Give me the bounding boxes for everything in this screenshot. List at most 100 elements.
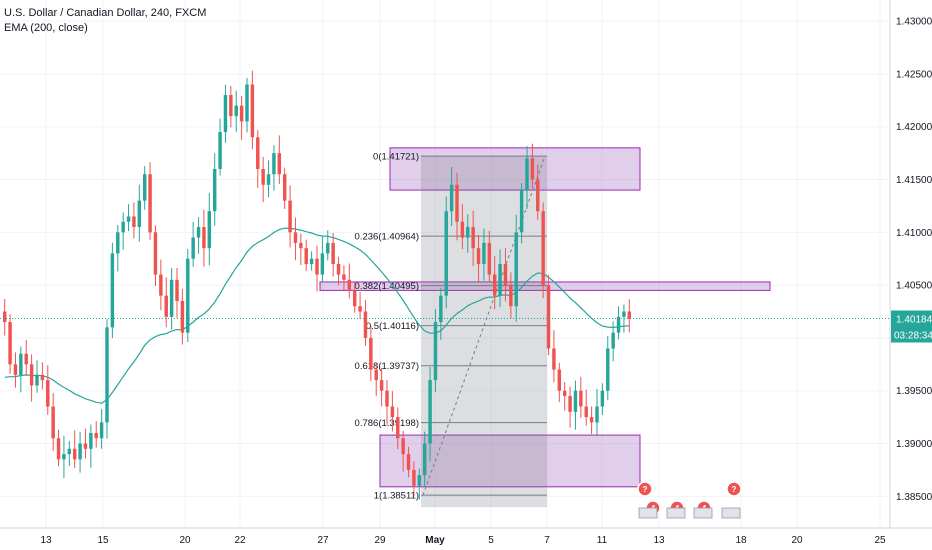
candle-body[interactable] <box>326 242 330 254</box>
candle-body[interactable] <box>622 311 626 317</box>
candle-body[interactable] <box>557 369 562 391</box>
candle-body[interactable] <box>417 475 422 486</box>
candle-body[interactable] <box>449 184 454 212</box>
candle-body[interactable] <box>121 221 125 233</box>
resistance-band[interactable] <box>319 281 771 291</box>
candle-body[interactable] <box>422 443 427 476</box>
candle-body[interactable] <box>35 374 39 386</box>
candle-body[interactable] <box>390 406 395 418</box>
candle-body[interactable] <box>541 211 545 286</box>
candle-body[interactable] <box>396 417 400 439</box>
candle-body[interactable] <box>309 258 314 264</box>
candle-body[interactable] <box>352 290 357 307</box>
candle-body[interactable] <box>584 406 588 418</box>
candle-body[interactable] <box>304 248 308 264</box>
candle-body[interactable] <box>207 211 212 249</box>
candle-body[interactable] <box>562 390 567 396</box>
candle-body[interactable] <box>164 295 168 317</box>
candle-body[interactable] <box>67 448 72 455</box>
candle-body[interactable] <box>132 216 136 228</box>
candle-body[interactable] <box>46 380 50 407</box>
candle-body[interactable] <box>51 406 55 439</box>
candle-body[interactable] <box>552 348 556 370</box>
candle-body[interactable] <box>530 158 535 180</box>
candle-body[interactable] <box>379 380 384 391</box>
candle-body[interactable] <box>331 242 335 264</box>
candle-body[interactable] <box>148 174 152 233</box>
candle-body[interactable] <box>525 158 529 191</box>
candle-body[interactable] <box>266 174 271 185</box>
candle-body[interactable] <box>137 200 142 228</box>
candle-body[interactable] <box>433 322 438 381</box>
candle-body[interactable] <box>299 242 303 249</box>
candle-body[interactable] <box>250 84 255 138</box>
candle-body[interactable] <box>347 279 352 291</box>
candle-body[interactable] <box>369 337 373 370</box>
candle-body[interactable] <box>589 417 594 423</box>
candle-body[interactable] <box>234 105 238 117</box>
candle-body[interactable] <box>519 190 524 233</box>
ema-200-line[interactable] <box>4 227 630 404</box>
candle-body[interactable] <box>29 364 34 386</box>
candle-body[interactable] <box>261 168 265 185</box>
candle-body[interactable] <box>191 237 195 259</box>
candle-body[interactable] <box>514 232 518 307</box>
event-marker[interactable] <box>637 481 653 497</box>
candle-body[interactable] <box>239 105 244 122</box>
candle-body[interactable] <box>223 95 228 132</box>
candle-body[interactable] <box>196 227 201 238</box>
candle-body[interactable] <box>611 332 615 349</box>
candle-body[interactable] <box>428 380 432 444</box>
candle-body[interactable] <box>498 264 502 296</box>
candle-body[interactable] <box>186 258 190 333</box>
candle-body[interactable] <box>616 316 621 333</box>
candle-body[interactable] <box>536 179 540 212</box>
candle-body[interactable] <box>336 264 341 275</box>
candle-body[interactable] <box>105 327 109 423</box>
candle-body[interactable] <box>363 311 368 338</box>
candle-body[interactable] <box>288 200 292 233</box>
candle-body[interactable] <box>110 253 115 328</box>
candle-body[interactable] <box>89 432 93 449</box>
candle-body[interactable] <box>412 469 416 486</box>
candle-body[interactable] <box>401 438 405 455</box>
candle-body[interactable] <box>482 242 486 264</box>
candle-body[interactable] <box>78 443 82 460</box>
candle-body[interactable] <box>385 390 389 407</box>
candle-body[interactable] <box>175 279 179 301</box>
candle-body[interactable] <box>293 232 298 243</box>
candle-body[interactable] <box>277 153 282 175</box>
candle-body[interactable] <box>202 227 206 249</box>
candle-body[interactable] <box>272 153 276 175</box>
candle-body[interactable] <box>455 184 459 222</box>
candle-body[interactable] <box>503 264 508 286</box>
candle-body[interactable] <box>72 448 77 460</box>
candle-body[interactable] <box>460 221 465 238</box>
candle-body[interactable] <box>24 353 28 365</box>
candle-body[interactable] <box>56 438 61 460</box>
candle-body[interactable] <box>229 95 233 117</box>
candle-body[interactable] <box>579 390 583 407</box>
candle-body[interactable] <box>320 253 325 275</box>
event-marker[interactable] <box>726 481 742 497</box>
candle-body[interactable] <box>62 454 66 460</box>
candle-body[interactable] <box>509 285 513 307</box>
candle-body[interactable] <box>573 390 578 412</box>
candle-body[interactable] <box>218 132 222 169</box>
candle-body[interactable] <box>142 174 147 201</box>
candle-body[interactable] <box>546 285 551 349</box>
candle-body[interactable] <box>487 242 492 275</box>
candle-body[interactable] <box>568 396 572 412</box>
candle-body[interactable] <box>374 369 378 381</box>
candle-body[interactable] <box>8 322 12 365</box>
candle-body[interactable] <box>83 443 88 449</box>
indicator-title[interactable]: EMA (200, close) <box>4 22 88 34</box>
fib-trend-line[interactable] <box>422 156 546 496</box>
candle-body[interactable] <box>2 311 7 323</box>
candle-body[interactable] <box>476 248 481 264</box>
candle-body[interactable] <box>492 274 497 296</box>
candle-body[interactable] <box>444 211 448 296</box>
supply-zone-top[interactable] <box>389 147 641 191</box>
candle-body[interactable] <box>40 374 45 381</box>
candle-body[interactable] <box>466 227 470 238</box>
